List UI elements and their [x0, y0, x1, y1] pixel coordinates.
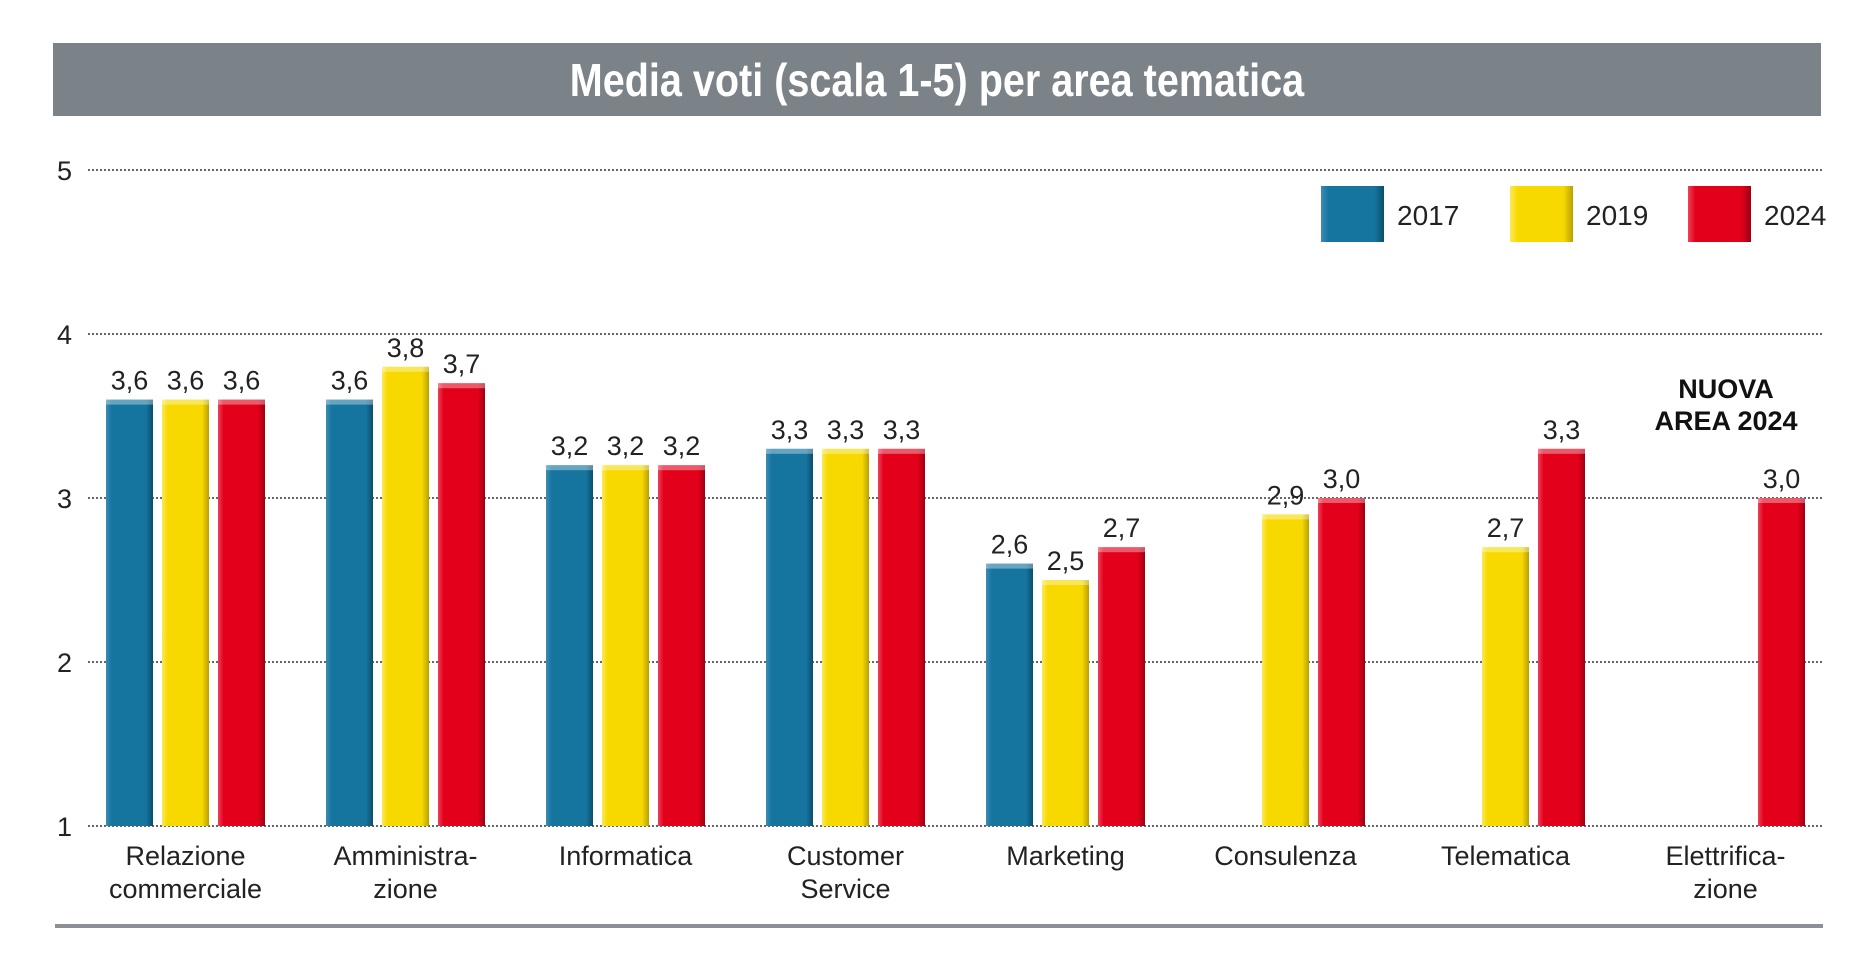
value-label: 2,9 — [1267, 480, 1305, 510]
bar-highlight — [1262, 514, 1309, 520]
bar-highlight — [658, 465, 705, 471]
category-label: Consulenza — [1214, 841, 1358, 871]
bar-2024 — [218, 399, 265, 826]
bar-highlight — [106, 399, 153, 405]
value-label: 2,7 — [1487, 513, 1525, 543]
category-label: zione — [373, 874, 438, 904]
value-label: 3,7 — [443, 349, 481, 379]
bar-highlight — [546, 465, 593, 471]
bottom-rule — [55, 924, 1823, 928]
bar-2024 — [1318, 498, 1365, 826]
value-label: 3,2 — [551, 431, 589, 461]
bar-2019 — [1262, 514, 1309, 826]
bar-2019 — [1042, 580, 1089, 826]
category-label: Informatica — [559, 841, 694, 871]
chart-title-bar: Media voti (scala 1-5) per area tematica — [53, 43, 1821, 116]
bar-2024 — [1758, 498, 1805, 826]
legend-swatch-2017 — [1321, 186, 1384, 242]
category-label: zione — [1693, 874, 1758, 904]
bar-highlight — [1758, 498, 1805, 503]
value-label: 2,7 — [1103, 513, 1141, 543]
new-area-note: NUOVA — [1678, 374, 1774, 404]
legend-label: 2019 — [1586, 200, 1648, 231]
bar-2017 — [106, 399, 153, 826]
bar-highlight — [1538, 448, 1585, 454]
value-label: 3,3 — [1543, 415, 1581, 445]
bar-highlight — [326, 399, 373, 405]
value-label: 3,2 — [663, 431, 701, 461]
category-label: Relazione — [125, 841, 245, 871]
bar-highlight — [878, 448, 925, 454]
bar-highlight — [1318, 498, 1365, 503]
bar-highlight — [162, 399, 209, 405]
value-label: 3,3 — [771, 415, 809, 445]
bar-2024 — [438, 383, 485, 826]
category-label: commerciale — [109, 874, 262, 904]
value-label: 2,6 — [991, 530, 1029, 560]
gridlines — [88, 169, 1823, 827]
bar-2019 — [602, 465, 649, 826]
bar-2024 — [1098, 547, 1145, 826]
value-label: 3,6 — [167, 366, 205, 396]
bar-highlight — [382, 366, 429, 372]
bar-highlight — [218, 399, 265, 405]
bar-highlight — [1482, 547, 1529, 553]
category-label: Telematica — [1441, 841, 1571, 871]
legend-swatch-2019 — [1510, 186, 1573, 242]
bar-highlight — [986, 563, 1033, 569]
bar-2019 — [1482, 547, 1529, 826]
value-label: 3,0 — [1763, 464, 1801, 494]
value-label: 3,3 — [883, 415, 921, 445]
bar-2017 — [546, 465, 593, 826]
bar-2024 — [658, 465, 705, 826]
legend-swatch-2024 — [1688, 186, 1751, 242]
legend-label: 2017 — [1397, 200, 1459, 231]
bar-highlight — [602, 465, 649, 471]
bar-2017 — [766, 448, 813, 826]
bar-highlight — [1098, 547, 1145, 553]
legend: 2017 2019 2024 — [1321, 186, 1826, 242]
category-label: Marketing — [1006, 841, 1125, 871]
value-label: 3,3 — [827, 415, 865, 445]
chart-title: Media voti (scala 1-5) per area tematica — [569, 53, 1305, 106]
y-axis: 1 2 3 4 5 — [57, 156, 72, 842]
bar-2024 — [1538, 448, 1585, 826]
y-tick-label: 2 — [57, 648, 72, 678]
bar-highlight — [766, 448, 813, 454]
bar-2017 — [326, 399, 373, 826]
value-label: 2,5 — [1047, 546, 1085, 576]
category-label: Customer — [787, 841, 904, 871]
category-label: Service — [800, 874, 890, 904]
bar-2024 — [878, 448, 925, 826]
y-tick-label: 4 — [57, 320, 72, 350]
value-label: 3,6 — [111, 366, 149, 396]
bar-2019 — [162, 399, 209, 826]
bar-highlight — [438, 383, 485, 389]
value-label: 3,2 — [607, 431, 645, 461]
y-tick-label: 1 — [57, 812, 72, 842]
bar-highlight — [1042, 580, 1089, 585]
value-label: 3,0 — [1323, 464, 1361, 494]
bar-2019 — [382, 366, 429, 826]
bar-2017 — [986, 563, 1033, 826]
bar-2019 — [822, 448, 869, 826]
new-area-note: AREA 2024 — [1654, 406, 1797, 436]
y-tick-label: 3 — [57, 484, 72, 514]
category-label: Elettrifica- — [1665, 841, 1785, 871]
legend-label: 2024 — [1764, 200, 1826, 231]
bar-highlight — [822, 448, 869, 454]
y-tick-label: 5 — [57, 156, 72, 186]
bars: 3,6 3,6 3,6 3,6 3,8 3,7 3,2 3,2 3,2 3,3 3,3 3,3 2,6 2… — [106, 333, 1805, 826]
value-label: 3,8 — [387, 333, 425, 363]
value-label: 3,6 — [223, 366, 261, 396]
value-label: 3,6 — [331, 366, 369, 396]
category-label: Amministra- — [333, 841, 477, 871]
